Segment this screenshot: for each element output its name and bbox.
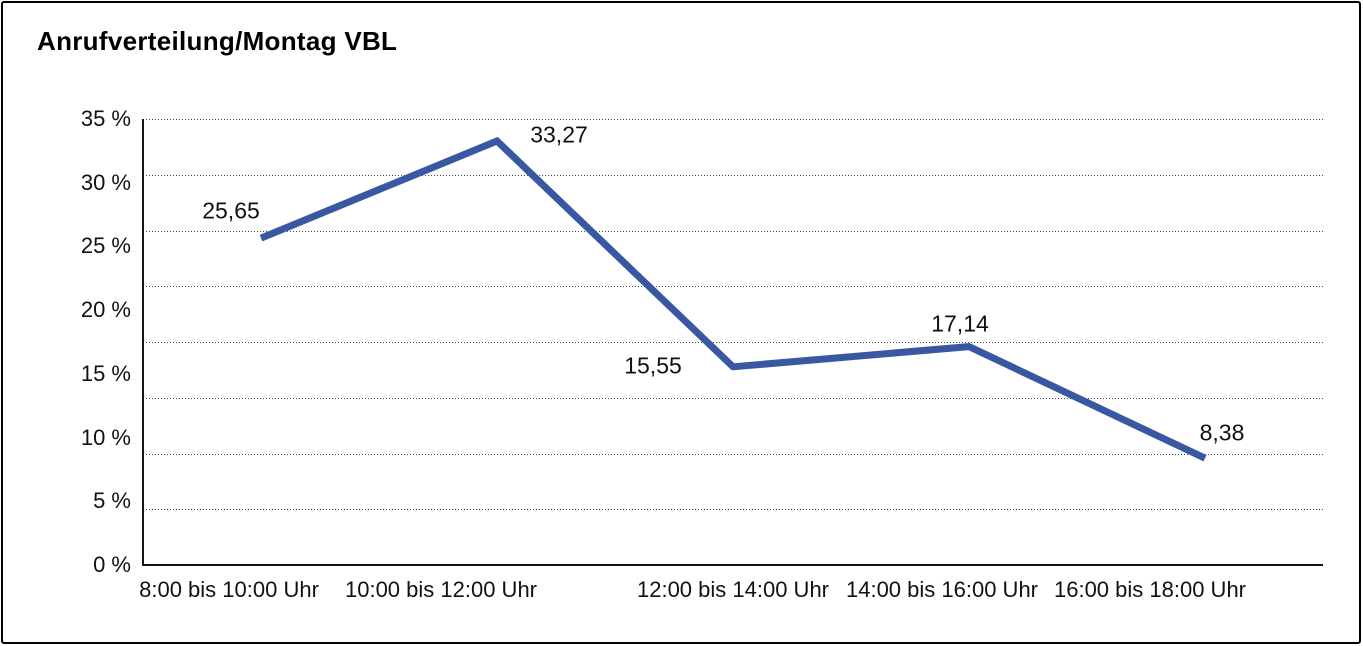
y-axis-tick-label: 15 % bbox=[80, 360, 131, 386]
gridline bbox=[143, 286, 1323, 288]
y-axis-tick-label: 25 % bbox=[80, 233, 131, 259]
gridline bbox=[143, 119, 1323, 120]
x-axis-category-label: 16:00 bis 18:00 Uhr bbox=[1053, 577, 1247, 602]
chart-title: Anrufverteilung/Montag VBL bbox=[37, 26, 398, 56]
x-axis-category-label: 8:00 bis 10:00 Uhr bbox=[139, 577, 319, 602]
y-axis-tick-label: 10 % bbox=[80, 424, 131, 450]
y-axis-tick-label: 35 % bbox=[80, 106, 131, 131]
data-point-label: 33,27 bbox=[530, 121, 588, 148]
series-polyline bbox=[259, 136, 1207, 462]
data-point-label: 17,14 bbox=[931, 310, 989, 337]
gridline bbox=[143, 342, 1323, 343]
y-axis-line bbox=[142, 119, 144, 566]
gridline bbox=[143, 453, 1323, 455]
y-axis-tick-label: 5 % bbox=[93, 488, 131, 514]
y-axis-tick-label: 0 % bbox=[93, 552, 131, 577]
gridline bbox=[143, 230, 1323, 232]
data-point-label: 25,65 bbox=[202, 197, 260, 224]
x-axis-category-label: 12:00 bis 14:00 Uhr bbox=[636, 577, 830, 602]
gridline bbox=[143, 174, 1323, 176]
y-axis-tick-label: 30 % bbox=[80, 169, 131, 195]
y-axis-tick-label: 20 % bbox=[80, 297, 131, 323]
gridline bbox=[143, 509, 1323, 511]
x-axis-category-label: 10:00 bis 12:00 Uhr bbox=[344, 577, 538, 602]
x-axis-line bbox=[142, 564, 1323, 566]
data-point-label: 15,55 bbox=[624, 352, 682, 379]
data-point-label: 8,38 bbox=[1199, 419, 1245, 446]
x-axis-category-label: 14:00 bis 16:00 Uhr bbox=[845, 577, 1039, 602]
gridline bbox=[143, 397, 1323, 399]
